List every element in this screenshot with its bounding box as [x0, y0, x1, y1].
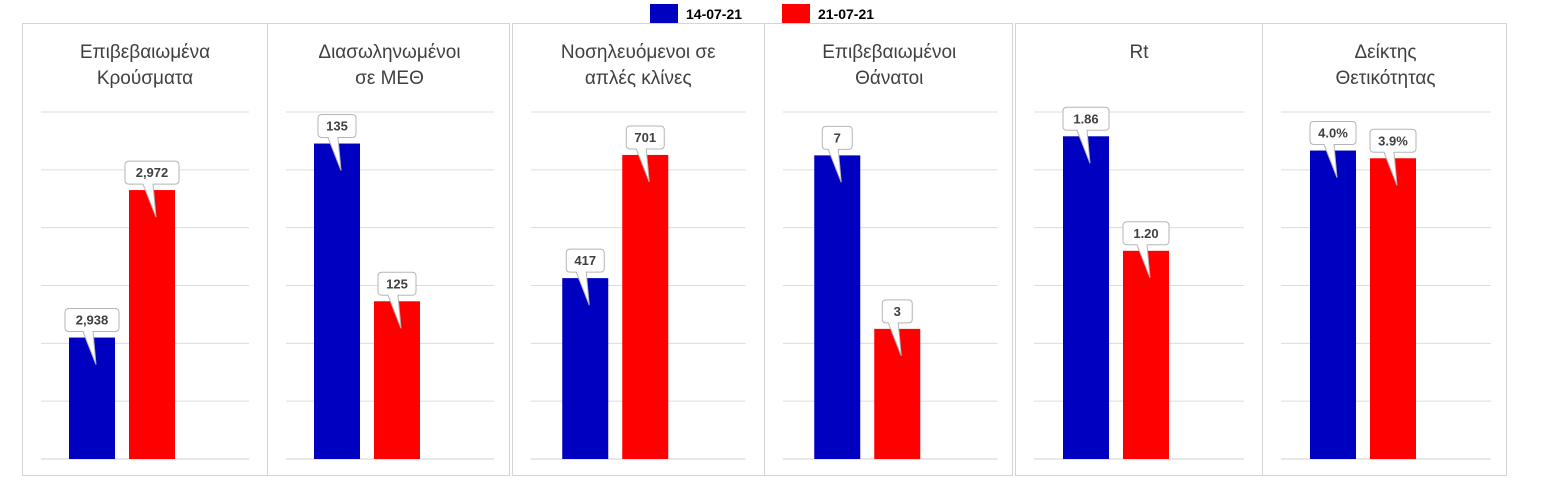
data-label: 125: [386, 276, 408, 291]
data-label: 2,938: [76, 313, 109, 328]
bar-week2: [1370, 158, 1416, 459]
legend-swatch-1: [650, 4, 678, 24]
data-label: 1.86: [1073, 111, 1098, 126]
bar-week2: [129, 190, 175, 459]
data-label: 3.9%: [1378, 133, 1408, 148]
data-label-callout: [124, 160, 180, 218]
bar-week1: [1310, 150, 1356, 460]
data-label-callout: [881, 299, 913, 357]
bar-week1: [69, 337, 115, 459]
data-label-callout: [821, 125, 853, 183]
data-label: 4.0%: [1318, 126, 1348, 141]
chart-legend: 14-07-21 21-07-21: [0, 0, 1545, 28]
chart-panel-6: Δείκτης Θετικότητας 4.0% 3.9%: [1262, 24, 1508, 475]
chart-title: Επιβεβαιωμένα Κρούσματα: [79, 42, 211, 89]
chart-title: Νοσηλευόμενοι σε απλές κλίνες: [560, 42, 716, 89]
bar-week2: [1123, 250, 1169, 459]
bar-week1: [314, 143, 360, 459]
bar-chart: 1.86 1.20: [1034, 106, 1244, 460]
bar-chart: 135 125: [286, 111, 494, 460]
chart-group-3: Rt 1.86 1.20 Δείκτης Θετικότητας 4.0% 3.9%: [1015, 23, 1507, 476]
legend-item-1: 14-07-21: [650, 4, 742, 24]
data-label-callout: [1062, 106, 1110, 164]
chart-title: Διασωληνωμένοι σε ΜΕΘ: [318, 42, 461, 89]
chart-title: Δείκτης Θετικότητας: [1335, 42, 1436, 89]
chart-panel-1: Επιβεβαιωμένα Κρούσματα 2,938 2,972: [23, 24, 267, 475]
bar-week2: [622, 154, 669, 459]
data-label: 3: [893, 304, 900, 319]
chart-title: Rt: [1129, 42, 1149, 63]
data-label-callout: [317, 114, 357, 171]
bar-week1: [813, 155, 860, 459]
data-label: 1.20: [1133, 226, 1158, 241]
data-label: 7: [833, 130, 840, 145]
bar-week2: [374, 301, 420, 459]
data-label-callout: [1122, 221, 1170, 278]
bar-week1: [562, 278, 609, 459]
bar-chart: 2,938 2,972: [41, 111, 249, 460]
legend-label-1: 14-07-21: [686, 6, 743, 22]
chart-group-1: Επιβεβαιωμένα Κρούσματα 2,938 2,972 Διασωλη…: [22, 23, 510, 476]
data-label-callout: [625, 125, 665, 183]
chart-group-2: Νοσηλευόμενοι σε απλές κλίνες 417 701 Επιβε…: [512, 23, 1013, 476]
data-label: 2,972: [136, 165, 169, 180]
bar-chart: 73: [782, 111, 997, 460]
data-label-callout: [1309, 121, 1357, 178]
data-label: 701: [634, 130, 656, 145]
data-label-callout: [64, 308, 120, 365]
legend-item-2: 21-07-21: [782, 4, 874, 24]
data-label: 417: [574, 253, 596, 268]
data-label: 135: [326, 119, 348, 134]
bar-chart: 4.0% 3.9%: [1281, 111, 1491, 460]
chart-panel-4: Επιβεβαιωμένοι Θάνατοι 7 3: [763, 24, 1015, 475]
chart-panel-5: Rt 1.86 1.20: [1016, 24, 1262, 475]
bar-week2: [873, 328, 920, 459]
data-label-callout: [1369, 128, 1417, 186]
data-label-callout: [377, 271, 417, 329]
bar-chart: 417 701: [531, 111, 746, 460]
legend-swatch-2: [782, 4, 810, 24]
data-label-callout: [565, 248, 605, 306]
chart-title: Επιβεβαιωμένοι Θάνατοι: [822, 42, 957, 89]
bar-week1: [1063, 136, 1109, 459]
legend-label-2: 21-07-21: [818, 6, 875, 22]
chart-panel-3: Νοσηλευόμενοι σε απλές κλίνες 417 701: [513, 24, 764, 475]
chart-panel-2: Διασωληνωμένοι σε ΜΕΘ 135 125: [267, 24, 511, 475]
